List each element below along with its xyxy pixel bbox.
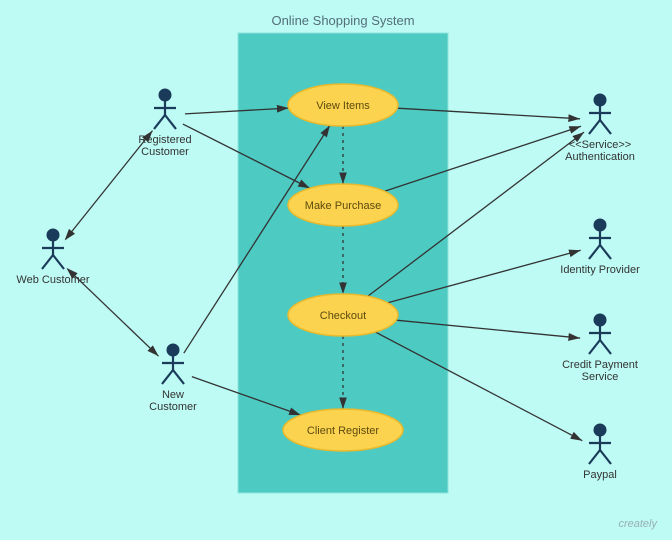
actor-label-identity: Identity Provider	[560, 264, 639, 276]
actor-label-credit: Credit PaymentService	[562, 359, 638, 383]
actor-label-registered: RegisteredCustomer	[138, 134, 191, 158]
usecase-make_purchase: Make Purchase	[305, 200, 381, 212]
actor-label-authentication: <<Service>>Authentication	[565, 139, 635, 163]
usecase-view_items: View Items	[316, 100, 370, 112]
system-title: Online Shopping System	[271, 13, 414, 28]
actor-label-new_customer: NewCustomer	[149, 389, 197, 413]
actor-label-paypal: Paypal	[583, 469, 617, 481]
actor-label-web_customer: Web Customer	[16, 274, 89, 286]
watermark: creately	[618, 518, 657, 530]
usecase-client_reg: Client Register	[307, 425, 379, 437]
usecase-checkout: Checkout	[320, 310, 366, 322]
